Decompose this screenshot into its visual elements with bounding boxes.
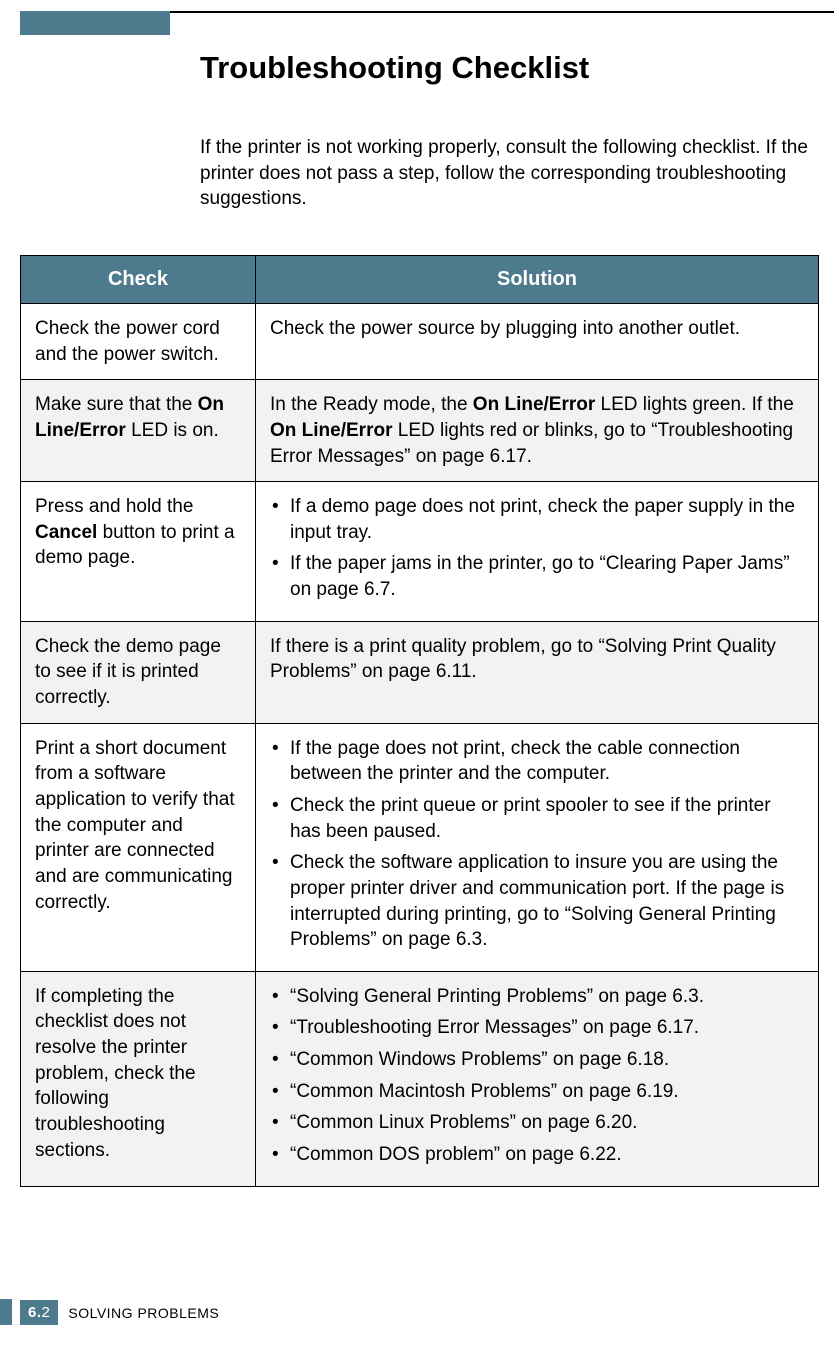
table-row: Print a short document from a software a… — [21, 723, 819, 971]
cell-solution: If the page does not print, check the ca… — [256, 723, 819, 971]
table-row: Make sure that the On Line/Error LED is … — [21, 380, 819, 482]
page-number-badge: 6.2 — [20, 1300, 58, 1325]
page-num: 2 — [42, 1304, 51, 1321]
col-header-check: Check — [21, 256, 256, 304]
cell-solution: “Solving General Printing Problems” on p… — [256, 971, 819, 1186]
page-heading: Troubleshooting Checklist — [200, 50, 589, 86]
intro-paragraph: If the printer is not working properly, … — [200, 135, 809, 212]
cell-check: If completing the checklist does not res… — [21, 971, 256, 1186]
bullet-item: Check the print queue or print spooler t… — [270, 793, 804, 844]
cell-check: Press and hold the Cancel button to prin… — [21, 482, 256, 622]
cell-solution: If there is a print quality problem, go … — [256, 621, 819, 723]
bullet-item: If the paper jams in the printer, go to … — [270, 551, 804, 602]
table-header-row: Check Solution — [21, 256, 819, 304]
footer-side-tab — [0, 1299, 12, 1325]
table-row: If completing the checklist does not res… — [21, 971, 819, 1186]
bullet-item: “Common Linux Problems” on page 6.20. — [270, 1110, 804, 1136]
solution-bullets: “Solving General Printing Problems” on p… — [270, 984, 804, 1168]
top-tab — [20, 11, 170, 35]
table-body: Check the power cord and the power switc… — [21, 304, 819, 1187]
bullet-item: “Common Macintosh Problems” on page 6.19… — [270, 1079, 804, 1105]
solution-bullets: If the page does not print, check the ca… — [270, 736, 804, 953]
cell-check: Make sure that the On Line/Error LED is … — [21, 380, 256, 482]
solution-bullets: If a demo page does not print, check the… — [270, 494, 804, 603]
bullet-item: If the page does not print, check the ca… — [270, 736, 804, 787]
checklist-table: Check Solution Check the power cord and … — [20, 255, 819, 1187]
bullet-item: “Common DOS problem” on page 6.22. — [270, 1142, 804, 1168]
bullet-item: Check the software application to insure… — [270, 850, 804, 953]
cell-solution: Check the power source by plugging into … — [256, 304, 819, 380]
bullet-item: If a demo page does not print, check the… — [270, 494, 804, 545]
col-header-solution: Solution — [256, 256, 819, 304]
bullet-item: “Troubleshooting Error Messages” on page… — [270, 1015, 804, 1041]
bullet-item: “Common Windows Problems” on page 6.18. — [270, 1047, 804, 1073]
table-row: Press and hold the Cancel button to prin… — [21, 482, 819, 622]
table-row: Check the demo page to see if it is prin… — [21, 621, 819, 723]
cell-check: Print a short document from a software a… — [21, 723, 256, 971]
cell-check: Check the power cord and the power switc… — [21, 304, 256, 380]
footer-section-label: SOLVING PROBLEMS — [68, 1305, 219, 1321]
cell-check: Check the demo page to see if it is prin… — [21, 621, 256, 723]
page-chapter: 6. — [28, 1304, 42, 1321]
bullet-item: “Solving General Printing Problems” on p… — [270, 984, 804, 1010]
table-row: Check the power cord and the power switc… — [21, 304, 819, 380]
cell-solution: In the Ready mode, the On Line/Error LED… — [256, 380, 819, 482]
page-footer: 6.2 SOLVING PROBLEMS — [20, 1300, 219, 1325]
cell-solution: If a demo page does not print, check the… — [256, 482, 819, 622]
